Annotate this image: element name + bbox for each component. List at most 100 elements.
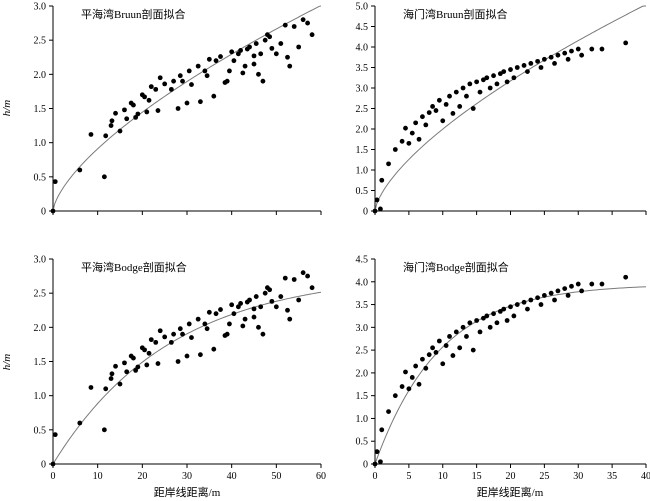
data-point	[77, 421, 82, 426]
data-point	[562, 51, 567, 56]
data-point	[522, 300, 527, 305]
data-point	[287, 317, 292, 322]
data-point	[124, 369, 129, 374]
data-point	[178, 73, 183, 78]
data-point	[400, 384, 405, 389]
data-point	[227, 322, 232, 327]
data-point	[454, 90, 459, 95]
y-tick-label: 3.5	[356, 63, 369, 74]
data-point	[109, 123, 114, 128]
data-point	[505, 318, 510, 323]
data-point	[444, 343, 449, 348]
data-point	[205, 326, 210, 331]
data-point	[254, 41, 259, 46]
x-tick-label: 30	[573, 471, 583, 482]
data-point	[169, 87, 174, 92]
data-point	[400, 139, 405, 144]
data-point	[447, 94, 452, 99]
data-point	[247, 298, 252, 303]
x-tick-label: 60	[316, 471, 326, 482]
data-point	[296, 298, 301, 303]
data-point	[51, 462, 56, 467]
data-point	[373, 462, 378, 467]
data-point	[218, 54, 223, 59]
data-point	[556, 53, 561, 58]
data-point	[232, 311, 237, 316]
x-tick-label: 5	[406, 471, 411, 482]
data-point	[189, 82, 194, 87]
y-tick-label: 1.5	[356, 145, 369, 156]
y-tick-label: 4.0	[356, 277, 369, 288]
data-point	[576, 47, 581, 52]
data-point	[176, 106, 181, 111]
data-point	[110, 118, 115, 123]
data-point	[102, 174, 107, 179]
fit-curve	[53, 6, 321, 211]
data-point	[576, 282, 581, 287]
data-point	[225, 79, 230, 84]
data-point	[457, 104, 462, 109]
data-point	[156, 108, 161, 113]
data-point	[417, 382, 422, 387]
data-point	[440, 118, 445, 123]
data-point	[283, 276, 288, 281]
x-tick-label: 30	[182, 471, 192, 482]
data-point	[258, 304, 263, 309]
data-point	[135, 112, 140, 117]
data-point	[292, 24, 297, 29]
data-point	[285, 308, 290, 313]
y-tick-label: 1.0	[356, 166, 369, 177]
y-tick-label: 0.5	[34, 425, 47, 436]
data-point	[589, 282, 594, 287]
data-point	[287, 64, 292, 69]
data-point	[169, 340, 174, 345]
data-point	[403, 370, 408, 375]
y-axis-title: h/m	[1, 100, 13, 117]
panel-title: 海门湾Bruun剖面拟合	[403, 7, 508, 21]
data-point	[118, 129, 123, 134]
data-point	[256, 325, 261, 330]
data-point	[229, 49, 234, 54]
data-point	[102, 427, 107, 432]
y-tick-label: 0	[41, 207, 46, 218]
data-point	[218, 307, 223, 312]
data-point	[488, 86, 493, 91]
data-point	[214, 311, 219, 316]
x-tick-label: 0	[51, 471, 56, 482]
data-point	[205, 73, 210, 78]
data-point	[296, 45, 301, 50]
data-point	[505, 79, 510, 84]
data-point	[142, 347, 147, 352]
data-point	[430, 104, 435, 109]
data-point	[542, 57, 547, 62]
data-point	[207, 310, 212, 315]
x-tick-label: 50	[271, 471, 281, 482]
data-point	[378, 459, 383, 464]
data-point	[202, 322, 207, 327]
y-tick-label: 3.5	[356, 300, 369, 311]
data-point	[375, 198, 380, 203]
y-tick-label: 2.5	[356, 104, 369, 115]
x-tick-label: 40	[227, 471, 237, 482]
data-point	[51, 209, 56, 214]
panel-title: 平海湾Bodge剖面拟合	[81, 260, 187, 274]
data-point	[566, 57, 571, 62]
data-point	[158, 75, 163, 80]
data-point	[176, 359, 181, 364]
data-point	[410, 131, 415, 136]
data-point	[274, 51, 279, 56]
data-point	[149, 84, 154, 89]
data-point	[252, 306, 257, 311]
data-point	[229, 302, 234, 307]
y-tick-label: 1.5	[34, 357, 47, 368]
data-point	[285, 55, 290, 60]
data-point	[131, 356, 136, 361]
data-point	[427, 110, 432, 115]
y-tick-label: 1.5	[34, 104, 47, 115]
y-tick-label: 2.5	[356, 346, 369, 357]
data-point	[437, 339, 442, 344]
data-point	[144, 110, 149, 115]
data-point	[153, 87, 158, 92]
data-point	[454, 329, 459, 334]
y-tick-label: 1.0	[34, 391, 47, 402]
